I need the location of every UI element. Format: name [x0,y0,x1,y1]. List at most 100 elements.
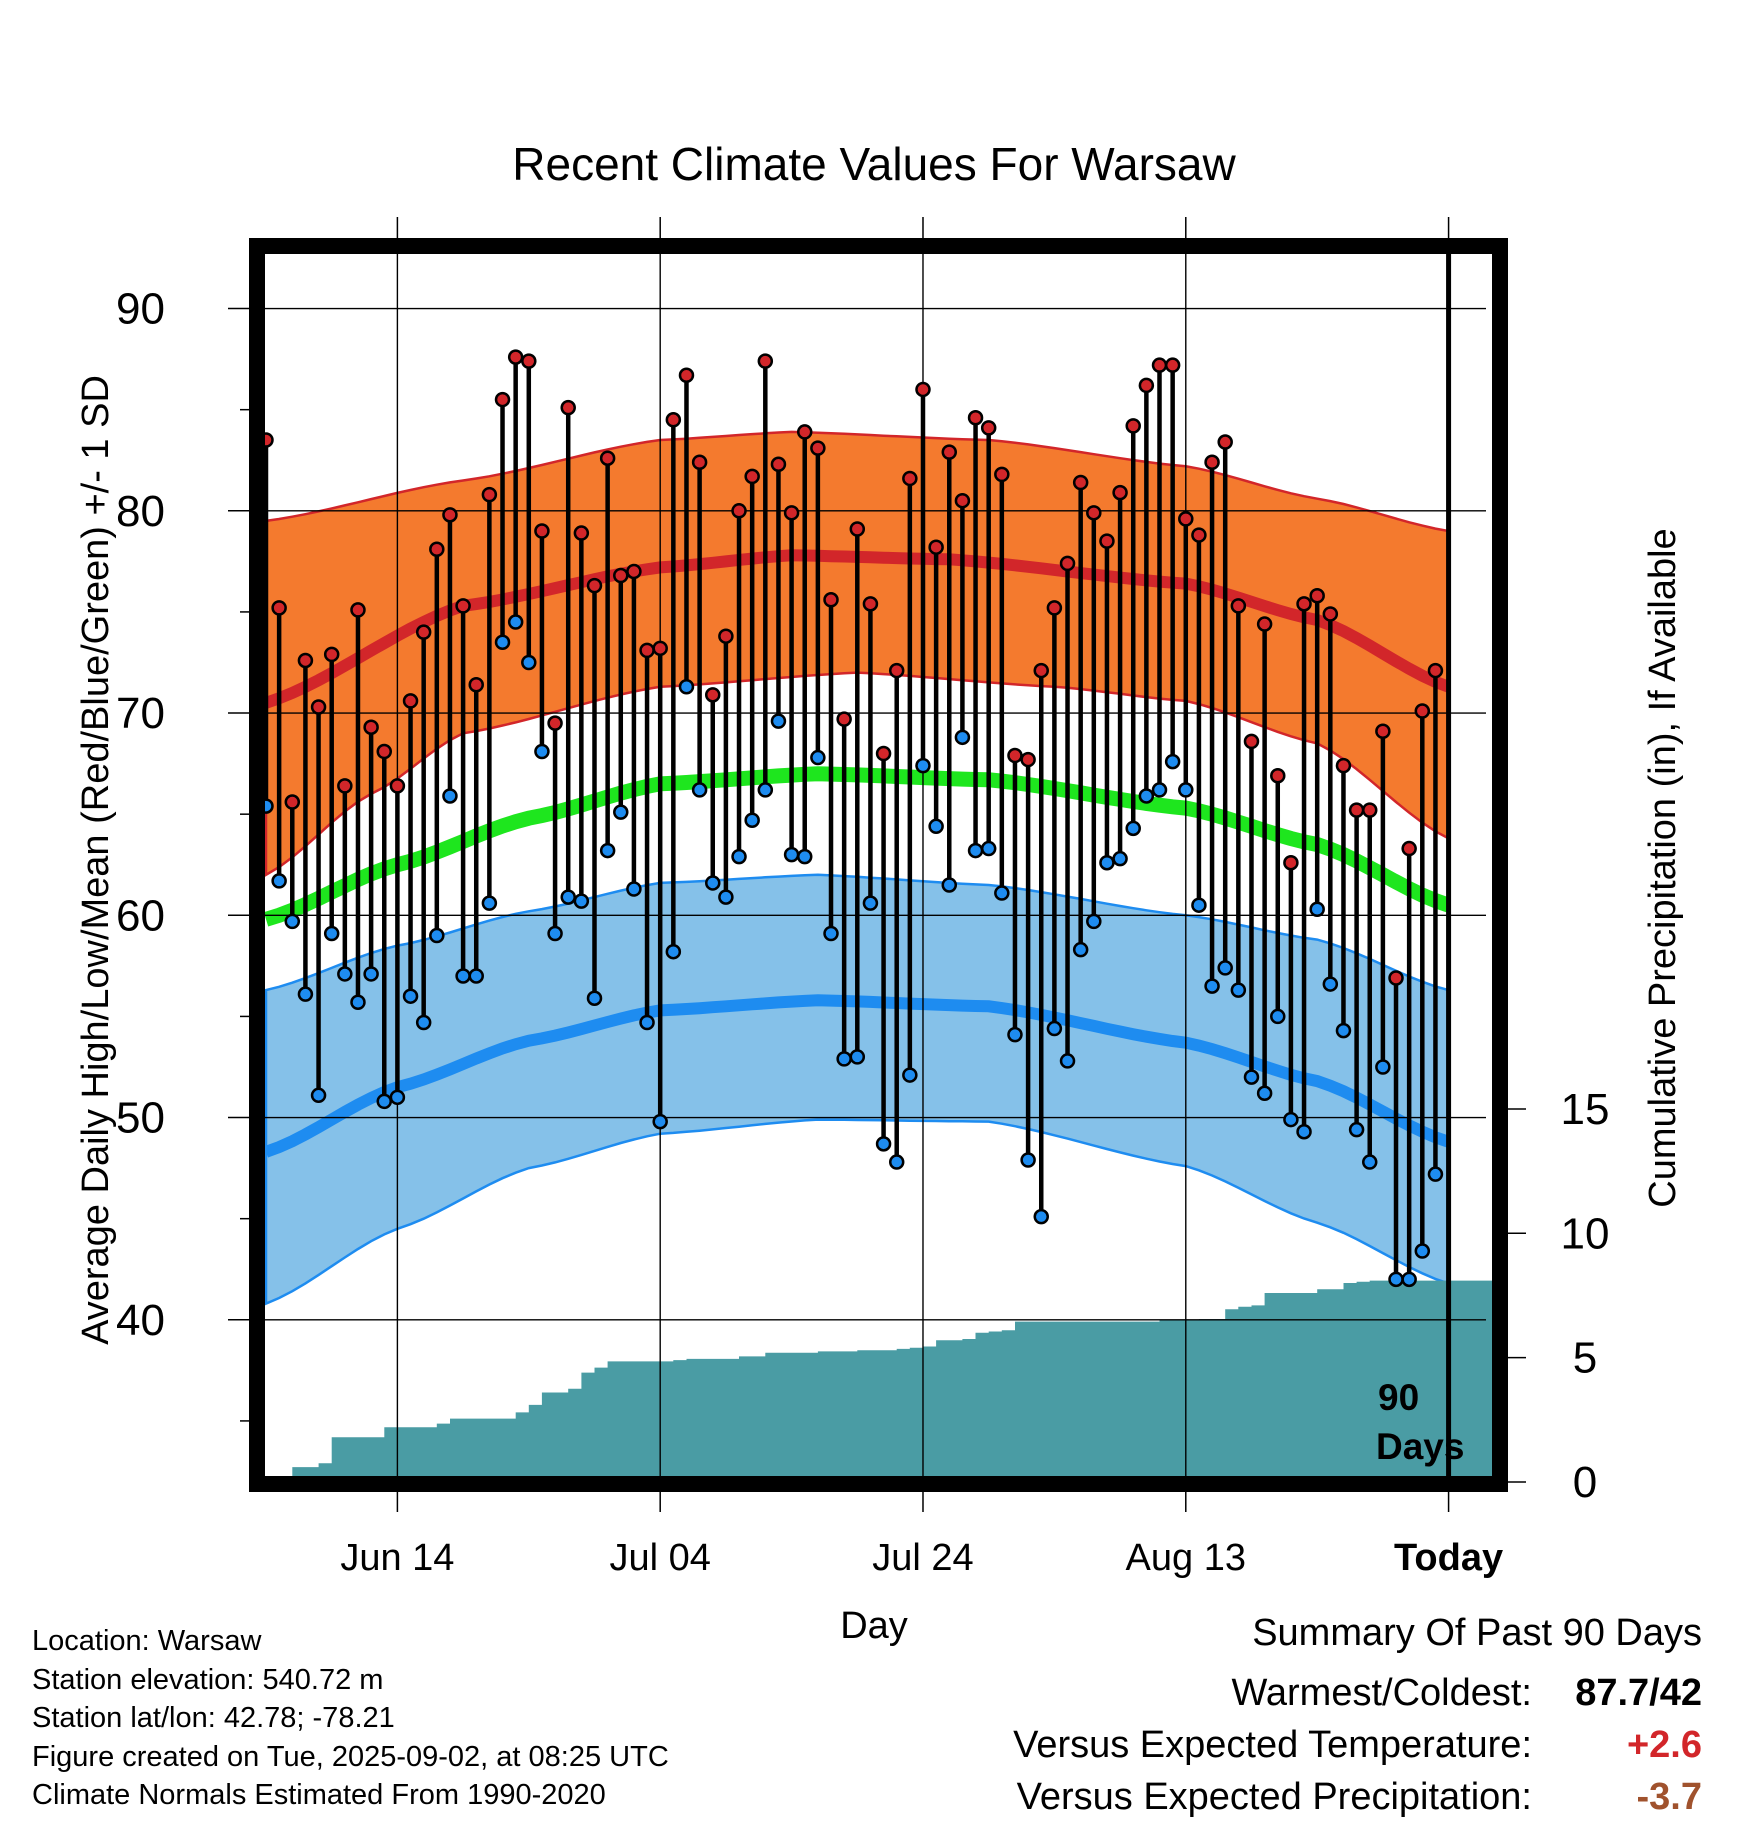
low-point [994,885,1010,901]
high-point [586,577,603,594]
high-point [1007,747,1023,764]
low-point [652,1113,668,1130]
low-point [888,1154,905,1170]
high-point [429,541,445,557]
high-point [1191,527,1207,543]
low-point [1256,1085,1273,1102]
plot-frame [249,238,1508,1492]
low-point [1178,782,1194,798]
y-tick-label-left: 60 [116,891,165,940]
low-point [1033,1208,1049,1225]
low-point [1388,1271,1404,1288]
high-point [521,353,537,369]
high-point [271,600,287,616]
high-point [1283,854,1299,871]
high-point [1401,840,1417,857]
precipitation-area [266,1280,1496,1476]
low-point [1401,1271,1417,1288]
temp-label: Versus Expected Temperature: [1013,1724,1532,1766]
high-point [1112,484,1128,501]
low-point [1125,820,1141,837]
high-point [363,719,379,735]
high-point [823,592,839,608]
y-tick-label-left: 80 [116,487,165,536]
warmest-coldest-value: 87.7/42 [1575,1672,1702,1714]
low-point [1217,960,1233,976]
high-point [1230,598,1247,614]
low-point [783,846,800,863]
station-info: Location: Warsaw Station elevation: 540.… [32,1622,669,1815]
low-point [796,848,813,865]
low-point [323,925,340,942]
high-point [757,353,774,369]
low-point [284,913,301,930]
high-point [599,450,616,466]
low-point [1138,788,1155,804]
high-point [888,662,905,679]
temp-value: +2.6 [1626,1724,1702,1766]
low-point [415,1014,432,1031]
y-tick-label-right: 0 [1573,1458,1597,1507]
high-point [980,420,997,436]
high-point [1099,533,1115,549]
low-point [310,1087,327,1104]
normals-text: Climate Normals Estimated From 1990-2020 [32,1779,606,1811]
low-point [573,893,590,909]
high-point [389,778,406,794]
high-point [1256,616,1273,632]
low-point [836,1051,852,1067]
low-point [849,1049,866,1065]
y-tick-label-right: 15 [1561,1085,1610,1134]
latlon-text: Station lat/lon: 42.78; -78.21 [32,1702,395,1734]
high-point [1243,733,1260,750]
high-point [310,699,327,715]
axes: Jun 14 Jul 04 Jul 24 Aug 13 Today40506070809… [116,217,1609,1579]
high-point [455,598,471,614]
high-point [560,399,576,416]
x-tick-label: Aug 13 [1126,1537,1246,1579]
low-point [967,842,984,859]
high-point [1270,767,1286,784]
low-point [718,889,734,905]
low-point [1335,1022,1352,1039]
low-point [534,743,550,760]
low-point [442,788,458,804]
summary-temp: Versus Expected Temperature: +2.6 [1013,1724,1702,1767]
low-point [875,1136,892,1152]
low-point [1020,1152,1036,1168]
low-point [665,943,682,960]
high-point [994,466,1010,483]
low-point [560,889,576,905]
high-point [376,743,393,760]
low-point [402,988,419,1004]
high-point [810,440,826,456]
low-point [547,925,563,942]
high-point [534,523,550,539]
high-point [1020,751,1036,768]
high-point [468,676,484,693]
created-text: Figure created on Tue, 2025-09-02, at 08… [32,1740,669,1773]
high-point [507,349,524,365]
high-point [1072,474,1089,491]
low-point [902,1067,918,1083]
daily-dots [264,349,1444,1288]
high-point [928,539,944,555]
high-point [1427,662,1444,679]
high-point [613,567,629,584]
location-text: Location: Warsaw [32,1625,262,1657]
high-point [573,525,590,541]
high-point [284,794,301,810]
low-point [678,679,695,695]
high-point [783,505,800,521]
high-point [691,454,708,471]
low-point [705,875,721,891]
low-point [941,877,958,893]
y-tick-label-right: 10 [1561,1209,1610,1258]
x-axis-label: Day [840,1605,908,1647]
y-tick-label-left: 50 [116,1094,165,1143]
low-point [264,798,274,814]
high-point [297,652,314,669]
x-tick-label: Jul 04 [609,1537,710,1579]
high-point [915,381,931,398]
low-point [1151,782,1168,798]
